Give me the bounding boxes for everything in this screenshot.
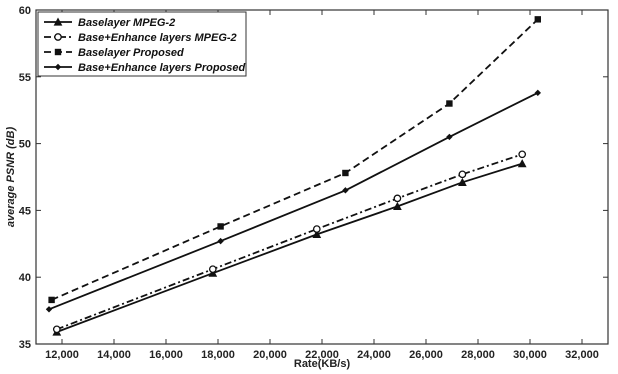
data-point (52, 325, 61, 334)
data-point (534, 16, 541, 23)
data-point (517, 159, 527, 168)
legend-box (37, 11, 247, 77)
data-point (342, 169, 349, 177)
x-tick-label: 30,000 (513, 349, 547, 361)
legend-swatch-marker (54, 63, 62, 71)
x-tick-label: 32,000 (565, 349, 599, 361)
x-tick-label: 12,000 (45, 349, 79, 361)
x-tick-label: 26,000 (409, 349, 443, 361)
data-point (208, 265, 217, 274)
x-tick-label: 14,000 (97, 349, 131, 361)
series-line (56, 153, 523, 331)
legend-label: Baselayer MPEG-2 (78, 17, 175, 29)
data-point (446, 133, 453, 141)
legend-swatch-marker (54, 48, 62, 56)
data-point (312, 225, 321, 233)
x-tick-label: 24,000 (357, 349, 391, 361)
y-tick-label: 40 (19, 272, 31, 284)
legend: Baselayer MPEG-2 Base+Enhance layers MPEG… (37, 11, 247, 77)
y-tick-label: 50 (19, 139, 31, 151)
series-line (56, 162, 523, 333)
data-point (393, 194, 402, 203)
y-tick-label: 60 (19, 5, 31, 17)
legend-swatch-marker (53, 17, 63, 26)
legend-label: Base+Enhance layers MPEG-2 (78, 32, 237, 44)
data-point (45, 306, 53, 313)
legend-entry: Base+Enhance layers Proposed (44, 62, 245, 74)
data-point (446, 100, 453, 107)
data-point (534, 89, 541, 97)
series-3 (48, 16, 541, 304)
data-point (312, 229, 322, 239)
data-point (217, 223, 224, 230)
x-tick-label: 18,000 (201, 349, 235, 361)
axis-ticks: 12,000 14,000 16,000 18,000 20,000 22,000 24,0… (19, 5, 608, 361)
legend-label: Baselayer Proposed (78, 47, 184, 59)
data-point (217, 237, 224, 245)
x-tick-label: 28,000 (461, 349, 495, 361)
y-tick-label: 35 (19, 339, 31, 351)
x-axis-label: Rate(KB/s) (294, 358, 351, 370)
data-point (342, 187, 349, 194)
x-tick-label: 16,000 (149, 349, 183, 361)
series-2 (52, 150, 527, 334)
x-tick-label: 22,000 (305, 349, 339, 361)
data-point (518, 150, 527, 159)
x-tick-label: 20,000 (253, 349, 287, 361)
legend-swatch-marker (54, 33, 62, 41)
legend-entry: Base+Enhance layers MPEG-2 (44, 32, 237, 44)
series-1 (52, 159, 527, 336)
legend-label: Base+Enhance layers Proposed (78, 62, 245, 74)
data-point (393, 201, 402, 210)
data-point (458, 170, 467, 179)
y-axis-label: average PSNR (dB) (5, 127, 17, 228)
series-group (45, 16, 541, 336)
legend-entry: Baselayer MPEG-2 (44, 17, 175, 29)
y-tick-label: 55 (19, 72, 31, 84)
data-point (48, 296, 55, 304)
data-point (458, 177, 467, 186)
y-tick-label: 45 (19, 205, 31, 217)
legend-entry: Baselayer Proposed (44, 47, 184, 59)
series-4 (45, 89, 541, 313)
